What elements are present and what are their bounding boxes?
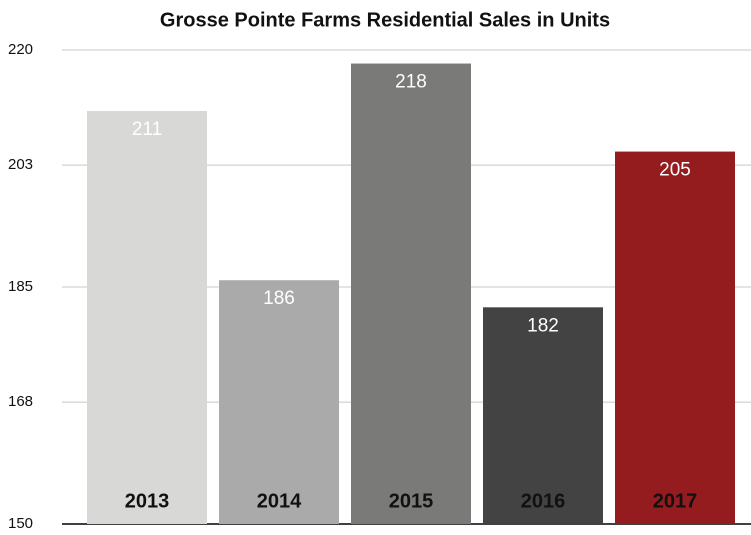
y-tick-label: 203 xyxy=(8,156,33,173)
x-tick-label: 2016 xyxy=(521,490,566,512)
y-tick-label: 185 xyxy=(8,278,33,295)
y-tick-label: 220 xyxy=(8,41,33,58)
y-tick-label: 168 xyxy=(8,393,33,410)
bar xyxy=(87,110,207,524)
bar xyxy=(219,280,339,524)
value-label: 205 xyxy=(659,160,691,181)
value-label: 211 xyxy=(132,119,162,140)
chart-title: Grosse Pointe Farms Residential Sales in… xyxy=(160,9,610,31)
x-tick-label: 2015 xyxy=(389,490,434,512)
bar xyxy=(351,63,471,525)
x-tick-label: 2017 xyxy=(653,490,698,512)
bar xyxy=(483,307,603,524)
y-tick-label: 150 xyxy=(8,515,33,532)
value-label: 186 xyxy=(263,288,295,309)
x-tick-label: 2014 xyxy=(257,490,302,512)
value-label: 182 xyxy=(527,315,559,336)
bar xyxy=(615,151,735,525)
value-label: 218 xyxy=(395,72,427,93)
x-tick-label: 2013 xyxy=(125,490,170,512)
